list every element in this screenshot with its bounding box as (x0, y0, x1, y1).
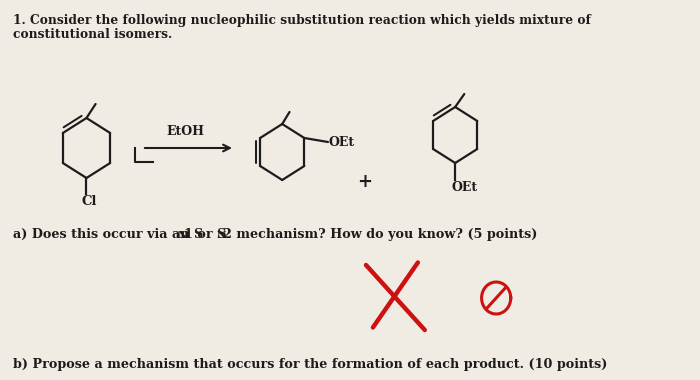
Text: N: N (217, 231, 226, 240)
Text: +: + (357, 173, 372, 191)
Text: 1. Consider the following nucleophilic substitution reaction which yields mixtur: 1. Consider the following nucleophilic s… (13, 14, 591, 27)
Text: OEt: OEt (329, 136, 355, 149)
Text: Cl: Cl (82, 195, 97, 208)
Text: b) Propose a mechanism that occurs for the formation of each product. (10 points: b) Propose a mechanism that occurs for t… (13, 358, 607, 371)
Text: 2 mechanism? How do you know? (5 points): 2 mechanism? How do you know? (5 points) (223, 228, 538, 241)
Text: EtOH: EtOH (167, 125, 204, 138)
Text: constitutional isomers.: constitutional isomers. (13, 28, 172, 41)
Text: N: N (178, 231, 187, 240)
Text: OEt: OEt (452, 181, 477, 194)
Text: a) Does this occur via an S: a) Does this occur via an S (13, 228, 203, 241)
Text: 1 or S: 1 or S (184, 228, 226, 241)
